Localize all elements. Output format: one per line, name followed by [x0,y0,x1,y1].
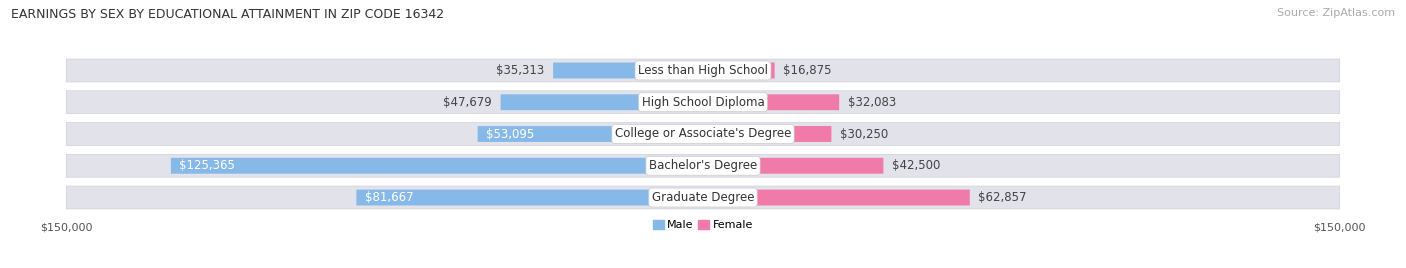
Text: EARNINGS BY SEX BY EDUCATIONAL ATTAINMENT IN ZIP CODE 16342: EARNINGS BY SEX BY EDUCATIONAL ATTAINMEN… [11,8,444,21]
FancyBboxPatch shape [66,59,1340,82]
Text: Less than High School: Less than High School [638,64,768,77]
FancyBboxPatch shape [703,189,970,206]
FancyBboxPatch shape [703,126,831,142]
FancyBboxPatch shape [66,154,1340,177]
FancyBboxPatch shape [356,189,703,206]
FancyBboxPatch shape [703,62,775,79]
FancyBboxPatch shape [703,94,839,110]
FancyBboxPatch shape [478,126,703,142]
FancyBboxPatch shape [172,158,703,174]
FancyBboxPatch shape [501,94,703,110]
Text: High School Diploma: High School Diploma [641,96,765,109]
Text: $42,500: $42,500 [891,159,941,172]
Text: $81,667: $81,667 [364,191,413,204]
Text: College or Associate's Degree: College or Associate's Degree [614,128,792,140]
FancyBboxPatch shape [703,158,883,174]
FancyBboxPatch shape [66,186,1340,209]
Text: Source: ZipAtlas.com: Source: ZipAtlas.com [1277,8,1395,18]
Text: $32,083: $32,083 [848,96,896,109]
Text: $47,679: $47,679 [443,96,492,109]
Text: $35,313: $35,313 [496,64,544,77]
Text: $53,095: $53,095 [486,128,534,140]
FancyBboxPatch shape [553,62,703,79]
Text: Graduate Degree: Graduate Degree [652,191,754,204]
FancyBboxPatch shape [66,122,1340,146]
Text: $30,250: $30,250 [839,128,889,140]
Text: $62,857: $62,857 [979,191,1026,204]
Legend: Male, Female: Male, Female [648,216,758,235]
Text: $125,365: $125,365 [180,159,235,172]
FancyBboxPatch shape [66,91,1340,114]
Text: Bachelor's Degree: Bachelor's Degree [650,159,756,172]
Text: $16,875: $16,875 [783,64,831,77]
